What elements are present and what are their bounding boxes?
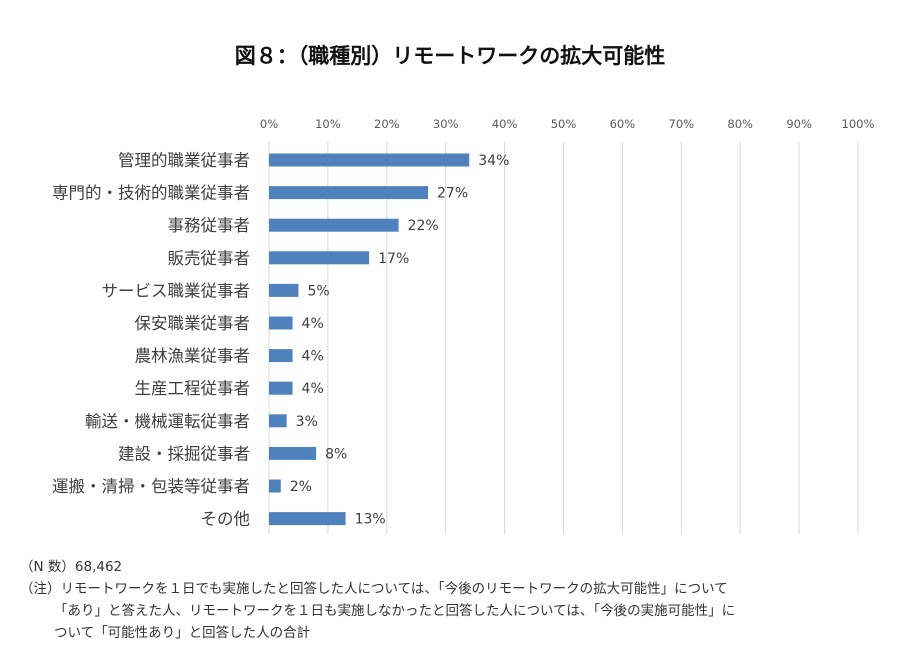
bar [269, 283, 299, 297]
data-label: 27% [437, 186, 468, 202]
data-label: 3% [296, 414, 318, 430]
bar-chart: 0% 10% 20% 30% 40% 50% 60% 70% 80% 90% 100% 管理的職業従事… [52, 117, 875, 534]
category-label: 事務従事者 [168, 216, 251, 235]
chart-title: 図８：（職種別）リモートワークの拡大可能性 [234, 44, 666, 68]
data-label: 13% [355, 512, 386, 528]
category-label: 専門的・技術的職業従事者 [52, 184, 250, 203]
bar [269, 512, 346, 526]
bar [269, 349, 293, 363]
bar [269, 251, 370, 265]
bar [269, 381, 293, 395]
category-label: 農林漁業従事者 [135, 347, 251, 366]
data-label: 22% [408, 218, 439, 234]
category-label: 管理的職業従事者 [118, 151, 250, 170]
x-tick-label: 30% [433, 117, 459, 131]
category-label: 販売従事者 [168, 249, 251, 268]
bar [269, 479, 281, 493]
category-label: サービス職業従事者 [102, 281, 251, 300]
x-tick-label: 60% [610, 117, 636, 131]
bar [269, 218, 399, 232]
x-tick-label: 50% [551, 117, 577, 131]
category-label: 生産工程従事者 [135, 379, 251, 398]
sample-size-note: （N 数）68,462 [20, 559, 123, 575]
footnote-line-3: ついて「可能性あり」と回答した人の合計 [54, 625, 311, 641]
bar [269, 153, 470, 167]
x-tick-label: 20% [374, 117, 400, 131]
data-label: 4% [302, 316, 324, 332]
category-label: 輸送・機械運転従事者 [85, 412, 250, 431]
data-label: 4% [302, 381, 324, 397]
data-label: 5% [307, 283, 329, 299]
data-label: 2% [290, 479, 312, 495]
x-tick-label: 10% [315, 117, 341, 131]
x-tick-label: 100% [842, 117, 875, 131]
category-label: 建設・採掘従事者 [118, 444, 250, 463]
footnote-line-1: （注）リモートワークを１日でも実施したと回答した人については、「今後のリモートワ… [20, 581, 728, 597]
chart-notes: （N 数）68,462 （注）リモートワークを１日でも実施したと回答した人につい… [20, 556, 890, 644]
x-tick-label: 80% [727, 117, 753, 131]
bar [269, 414, 287, 428]
data-label: 8% [325, 446, 347, 462]
bar [269, 316, 293, 330]
x-tick-label: 70% [669, 117, 695, 131]
bar [269, 186, 429, 200]
x-tick-label: 40% [492, 117, 518, 131]
data-label: 34% [478, 153, 509, 169]
category-label: 保安職業従事者 [135, 314, 251, 333]
category-label: 運搬・清掃・包装等従事者 [52, 477, 250, 496]
category-label: その他 [201, 510, 251, 529]
x-tick-label: 90% [786, 117, 812, 131]
footnote-line-2: 「あり」と答えた人、リモートワークを１日も実施しなかったと回答した人については、… [54, 603, 736, 619]
x-tick-label: 0% [260, 117, 278, 131]
bar [269, 446, 317, 460]
data-label: 4% [302, 349, 324, 365]
data-label: 17% [378, 251, 409, 267]
